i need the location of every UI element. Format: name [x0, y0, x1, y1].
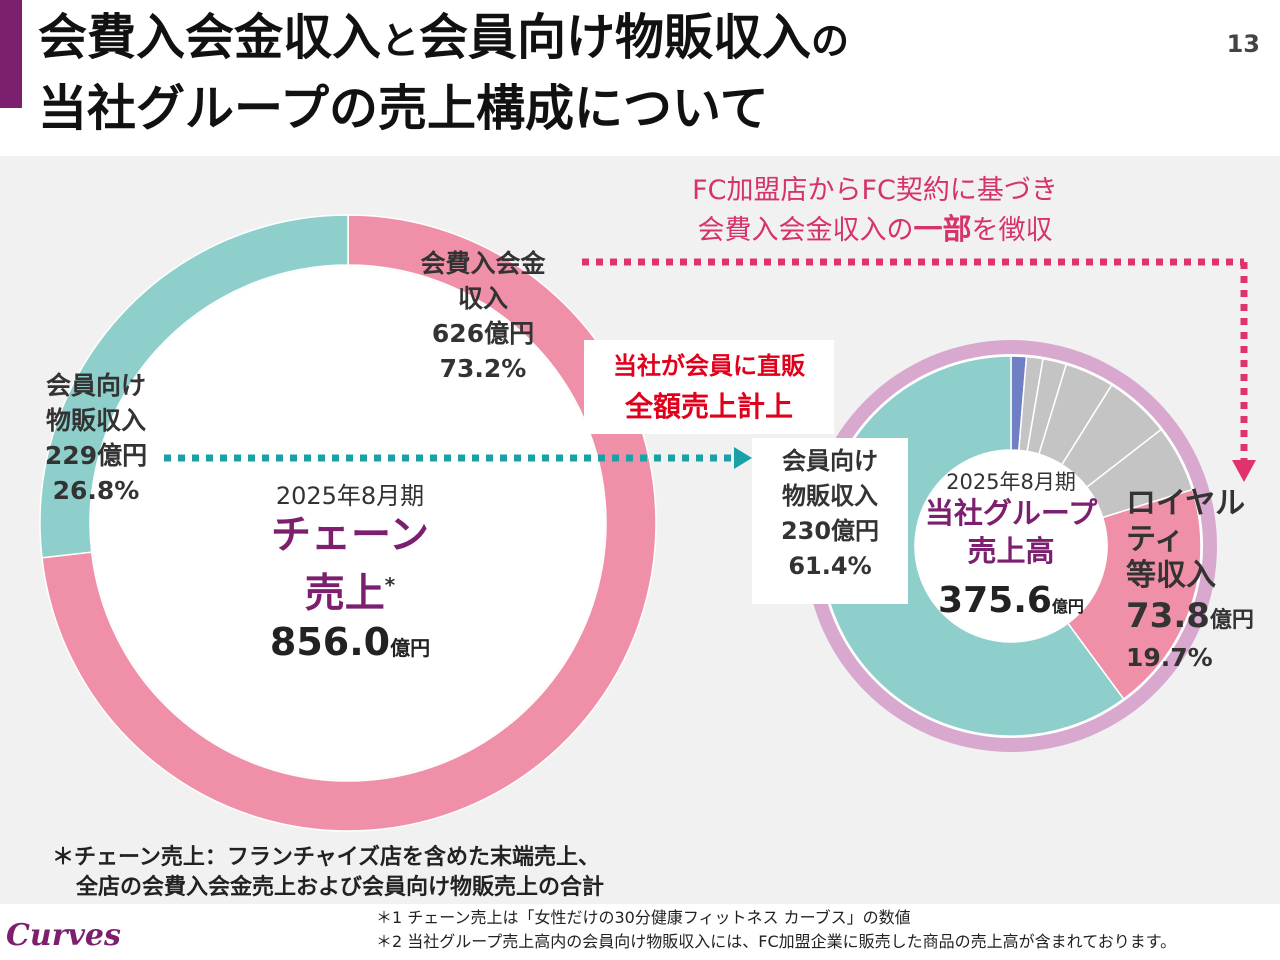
chain-label-merch: 会員向け 物販収入 229億円 26.8% [44, 371, 148, 505]
chain-donut-hole [91, 266, 605, 780]
chain-slice-1 [39, 214, 349, 559]
group-label-merch-box [752, 438, 908, 604]
page-title: 会費入会金収入と会員向け物販収入の 当社グループの売上構成について [38, 9, 850, 137]
chain-donut [39, 214, 657, 832]
footnotes: ＊1 チェーン売上は「女性だけの30分健康フィットネス カーブス」の数値 ＊2 … [376, 908, 1177, 951]
merch-arrow-head [734, 447, 752, 469]
chain-sales-definition: ＊チェーン売上：フランチャイズ店を含めた末端売上、 全店の会費入会金売上および会… [52, 845, 605, 900]
chain-center-period: 2025年8月期 [275, 482, 425, 510]
chain-slice-0 [41, 214, 657, 832]
group-slice-royalty [1066, 488, 1202, 701]
page-number: 13 [1226, 30, 1260, 58]
chain-label-membership: 会費入会金 収入 626億円 73.2% [420, 249, 546, 383]
chain-center-total: 856.0億円 [269, 620, 431, 664]
title-accent-bar [0, 0, 22, 108]
group-donut-hole [915, 450, 1107, 642]
chain-center-title: チェーン 売上* [271, 512, 429, 617]
group-center-title: 当社グループ 売上高 [924, 496, 1098, 568]
fc-contract-note: FC加盟店からFC契約に基づき 会費入会金収入の一部を徴収 [692, 175, 1058, 246]
group-label-royalty: ロイヤル ティ 等収入 73.8億円 19.7% [1126, 486, 1254, 672]
group-label-merch: 会員向け 物販収入 230億円 61.4% [780, 447, 880, 580]
direct-sale-note: 当社が会員に直販 全額売上計上 [584, 340, 834, 434]
group-center-total: 375.6億円 [938, 580, 1084, 621]
fc-connector-head [1232, 460, 1256, 482]
group-center-period: 2025年8月期 [946, 470, 1076, 494]
curves-logo: Curves [6, 918, 121, 953]
